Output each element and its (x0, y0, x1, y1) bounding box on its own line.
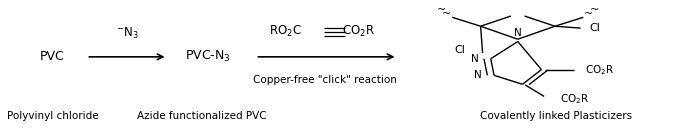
Text: Covalently linked Plasticizers: Covalently linked Plasticizers (480, 111, 633, 120)
Text: ~: ~ (442, 9, 452, 19)
Text: Polyvinyl chloride: Polyvinyl chloride (7, 111, 99, 120)
Text: ~: ~ (437, 5, 446, 15)
Text: Cl: Cl (454, 45, 465, 55)
Text: N: N (514, 28, 521, 38)
Text: RO$_2$C: RO$_2$C (270, 24, 302, 39)
Text: ~: ~ (589, 5, 599, 15)
Text: CO$_2$R: CO$_2$R (585, 63, 614, 76)
Text: N: N (474, 70, 482, 80)
Text: Azide functionalized PVC: Azide functionalized PVC (136, 111, 266, 120)
Text: Cl: Cl (589, 23, 600, 33)
Text: $^{-}$N$_3$: $^{-}$N$_3$ (115, 26, 138, 41)
Text: ~: ~ (584, 9, 593, 19)
Text: PVC-N$_3$: PVC-N$_3$ (185, 49, 231, 64)
Text: Copper-free "click" reaction: Copper-free "click" reaction (253, 75, 397, 85)
Text: N: N (471, 54, 479, 64)
Text: CO$_2$R: CO$_2$R (560, 92, 589, 106)
Text: CO$_2$R: CO$_2$R (342, 24, 375, 39)
Text: PVC: PVC (40, 50, 65, 63)
